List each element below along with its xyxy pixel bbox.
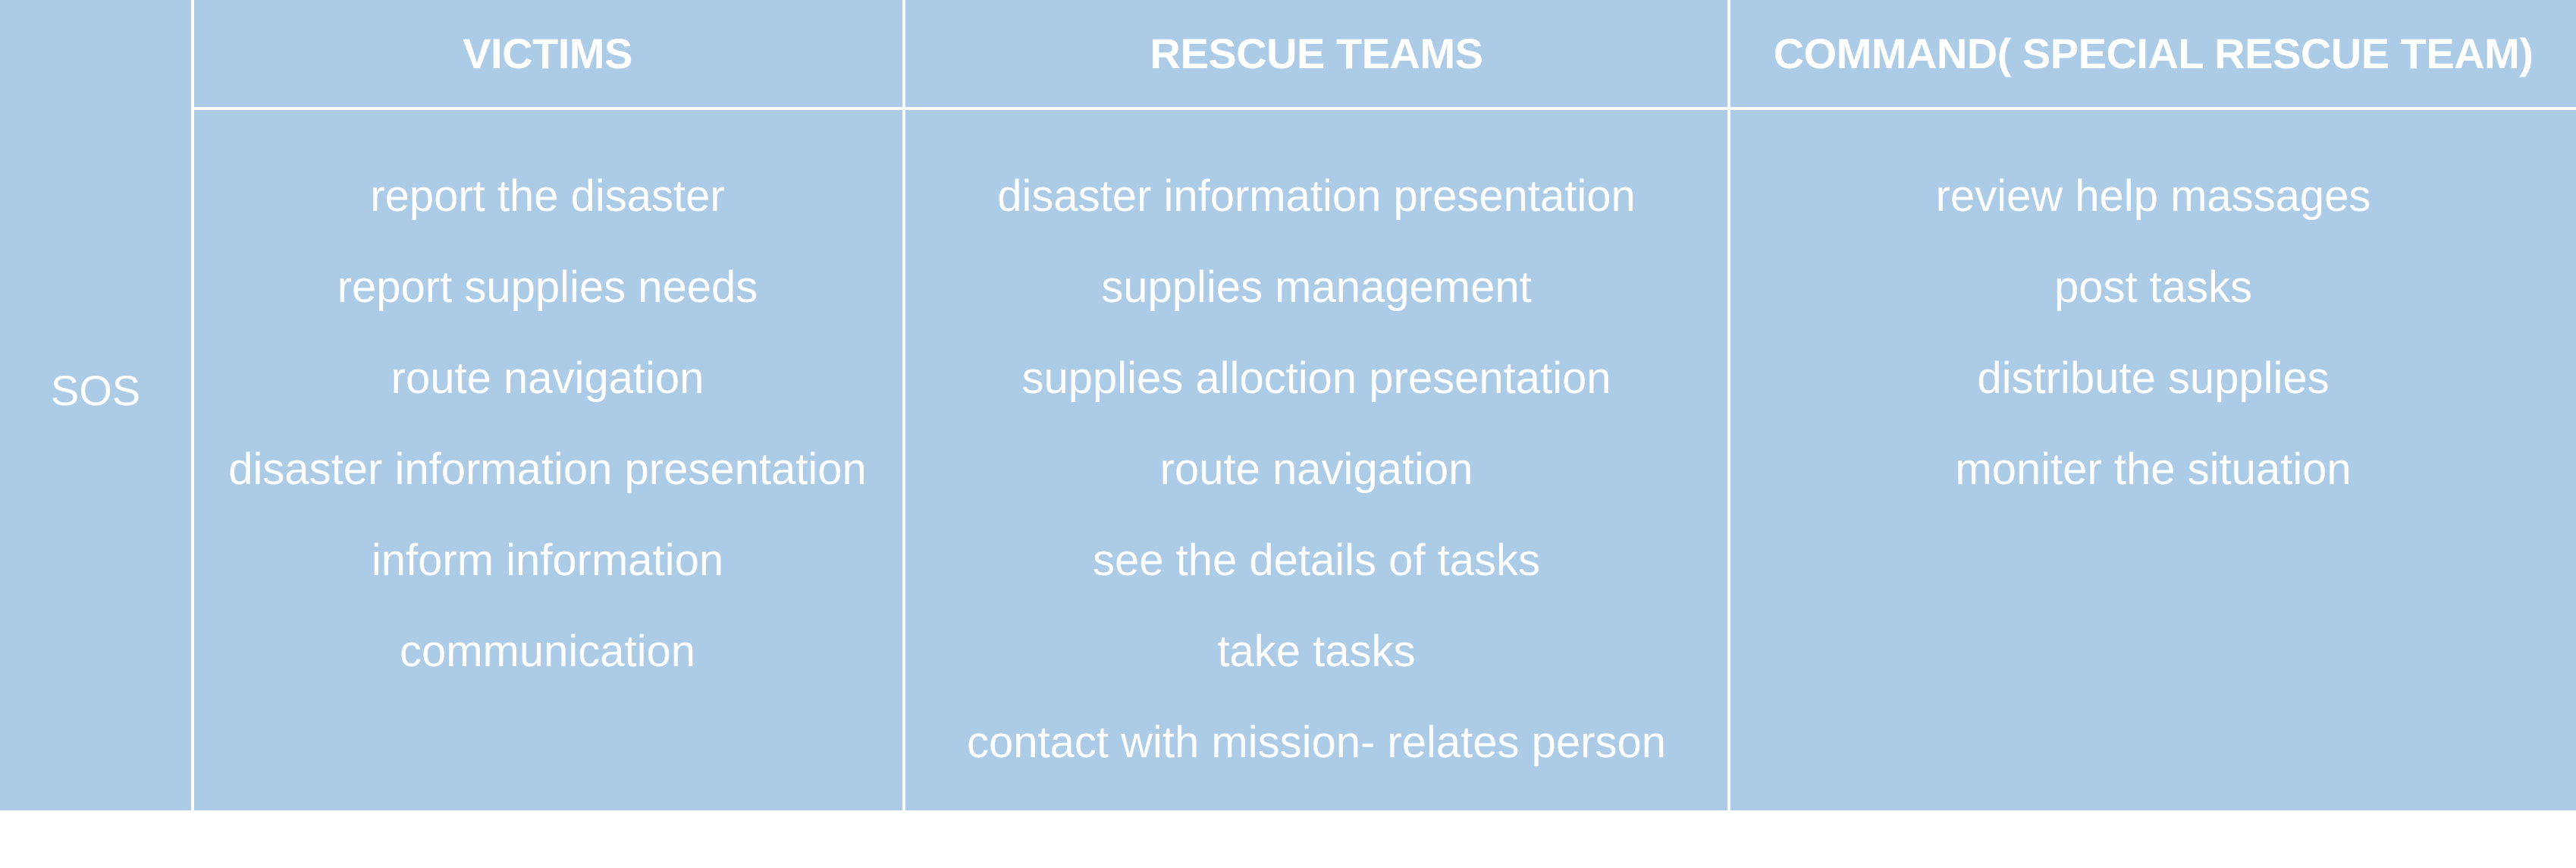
header-command: COMMAND( SPECIAL RESCUE TEAM) xyxy=(1773,30,2534,77)
list-item: review help massages xyxy=(1935,171,2371,221)
list-item: take tasks xyxy=(1217,627,1416,676)
list-item: contact with mission- relates person xyxy=(967,718,1666,767)
header-victims: VICTIMS xyxy=(463,30,632,77)
list-item: report supplies needs xyxy=(337,263,758,312)
list-item: disaster information presentation xyxy=(997,171,1636,221)
row-label-sos: SOS xyxy=(0,0,191,810)
list-item: moniter the situation xyxy=(1955,445,2352,494)
divider-sos xyxy=(191,0,194,810)
list-item: route navigation xyxy=(391,354,704,403)
list-item: supplies management xyxy=(1101,263,1532,312)
sos-label: SOS xyxy=(50,366,141,414)
column-command: review help massages post tasks distribu… xyxy=(1730,110,2576,515)
list-item: report the disaster xyxy=(370,171,725,221)
list-item: post tasks xyxy=(2054,263,2253,312)
divider-victims xyxy=(902,0,905,810)
list-item: communication xyxy=(399,627,696,676)
header-rescue-teams: RESCUE TEAMS xyxy=(1150,30,1483,77)
list-item: see the details of tasks xyxy=(1093,536,1540,585)
column-rescue-teams: disaster information presentation suppli… xyxy=(905,110,1727,788)
divider-rescue xyxy=(1727,0,1730,810)
header-divider xyxy=(193,107,2576,110)
list-item: route navigation xyxy=(1159,445,1473,494)
list-item: inform information xyxy=(371,536,724,585)
sos-feature-table: SOS VICTIMS RESCUE TEAMS COMMAND( SPECIA… xyxy=(0,0,2576,810)
column-victims: report the disaster report supplies need… xyxy=(193,110,902,697)
list-item: distribute supplies xyxy=(1977,354,2330,403)
list-item: supplies alloction presentation xyxy=(1021,354,1611,403)
list-item: disaster information presentation xyxy=(228,445,867,494)
